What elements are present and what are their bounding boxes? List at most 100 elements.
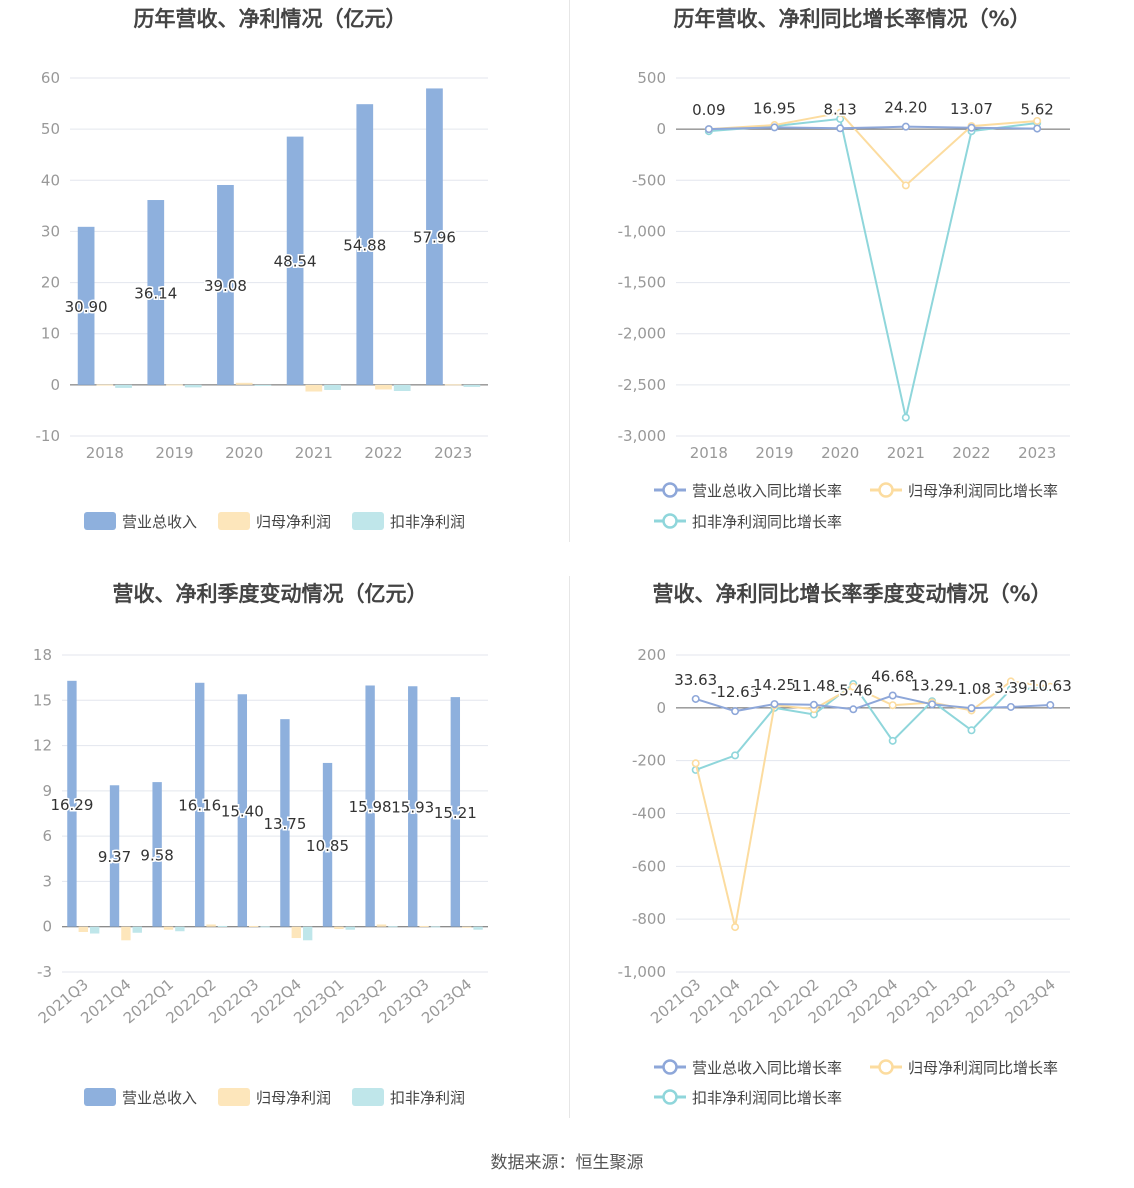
point-net-profit (836, 108, 845, 117)
x-tick-label: 2021 (887, 444, 925, 462)
legend-label-net-profit: 归母净利润同比增长率 (908, 482, 1058, 500)
bar-deducted-profit (388, 926, 398, 928)
legend-swatch-revenue (84, 1088, 116, 1106)
x-tick-label: 2018 (86, 444, 124, 462)
point-deducted-profit (888, 736, 897, 745)
bar-value-label: 15.40 (221, 802, 264, 820)
y-tick-label: -400 (632, 805, 666, 823)
point-net-profit (691, 759, 700, 768)
bar-deducted-profit (89, 926, 100, 934)
bar-value-label: 13.75 (263, 815, 306, 833)
line-value-label: -12.63 (711, 683, 759, 701)
y-tick-label: -1,000 (618, 222, 666, 240)
y-tick-label: -10 (36, 427, 61, 445)
bar-revenue (322, 762, 333, 927)
point-revenue (1033, 124, 1042, 133)
annual-growth-rate-panel: 历年营收、净利同比增长率情况（%） -3,000 -2,500 -2,000 -1,50… (570, 0, 1134, 545)
y-tick-label: 60 (41, 69, 60, 87)
point-net-profit (888, 701, 897, 710)
x-tick-label: 2021 (295, 444, 333, 462)
bar-value-label: 9.58 (140, 846, 173, 864)
y-tick-label: -500 (632, 171, 666, 189)
bar-revenue (217, 184, 234, 385)
point-net-profit (849, 682, 858, 691)
bar-net-profit (96, 384, 114, 386)
line-value-label: 16.95 (753, 99, 796, 117)
bar-deducted-profit (463, 384, 481, 387)
legend-label-revenue: 营业总收入 (122, 513, 197, 531)
x-tick-label: 2019 (755, 444, 793, 462)
bar-revenue (356, 104, 374, 385)
quarterly-line-chart: 营收、净利同比增长率季度变动情况（%） -1,000 -800 -600 -400 -20… (618, 582, 1074, 1107)
y-tick-label: 20 (41, 274, 60, 292)
line-value-label: 24.20 (884, 99, 927, 117)
legend-label-deducted-profit: 扣非净利润同比增长率 (692, 1089, 842, 1107)
annual-bar-chart: 历年营收、净利情况（亿元） -10 0 10 20 30 40 50 60 2018 2019 202… (36, 7, 488, 531)
y-tick-label: 6 (42, 827, 52, 845)
y-tick-label: 200 (637, 646, 666, 664)
quarterly-growth-rate-panel: 营收、净利同比增长率季度变动情况（%） -1,000 -800 -600 -400 -20… (570, 575, 1134, 1120)
bar-deducted-profit (430, 926, 441, 928)
y-tick-label: 50 (41, 120, 60, 138)
legend-marker-revenue (662, 1059, 678, 1075)
bar-revenue (426, 88, 443, 385)
bar-net-profit (305, 384, 323, 392)
line-deducted-profit (708, 117, 1038, 418)
line-net-profit (708, 111, 1038, 187)
legend-swatch-net-profit (218, 512, 250, 530)
legend-label-net-profit: 归母净利润 (256, 513, 331, 531)
bar-value-label: 15.98 (349, 798, 392, 816)
legend-label-deducted-profit: 扣非净利润 (390, 513, 465, 531)
bar-revenue (286, 136, 304, 385)
bar-net-profit (78, 926, 88, 932)
y-tick-label: 12 (33, 737, 52, 755)
bar-net-profit (419, 925, 429, 927)
chart-title: 历年营收、净利同比增长率情况（%） (673, 7, 1030, 31)
line-value-label: 3.39 (994, 679, 1027, 697)
y-tick-label: 500 (637, 69, 666, 87)
line-value-label: 33.63 (674, 671, 717, 689)
point-net-profit (731, 923, 740, 932)
bar-deducted-profit (254, 384, 272, 386)
legend-swatch-deducted-profit (352, 1088, 384, 1106)
line-value-label: -5.46 (834, 681, 873, 699)
line-value-label: 46.68 (871, 668, 914, 686)
bar-deducted-profit (324, 384, 341, 390)
x-tick-label: 2022 (952, 444, 990, 462)
y-tick-label: -2,000 (618, 325, 666, 343)
vertical-divider-top (569, 0, 570, 542)
chart-title: 营收、净利同比增长率季度变动情况（%） (652, 582, 1051, 606)
y-tick-label: 40 (41, 171, 60, 189)
bar-revenue (280, 719, 290, 927)
bar-revenue (109, 785, 120, 927)
bar-revenue (450, 697, 461, 927)
bar-value-label: 15.21 (434, 804, 477, 822)
point-revenue (888, 691, 897, 700)
y-tick-label: -1,500 (618, 274, 666, 292)
bar-value-label: 15.93 (391, 798, 434, 816)
chart-title: 历年营收、净利情况（亿元） (134, 7, 407, 31)
point-deducted-profit (967, 726, 976, 735)
point-revenue (836, 124, 845, 133)
y-tick-label: 9 (42, 782, 52, 800)
bar-net-profit (163, 926, 174, 930)
chart-title: 营收、净利季度变动情况（亿元） (113, 582, 428, 606)
bar-value-label: 54.88 (343, 237, 386, 255)
legend-label-revenue: 营业总收入同比增长率 (692, 1059, 842, 1077)
line-value-label: 0.09 (692, 101, 725, 119)
y-tick-label: 30 (41, 222, 60, 240)
line-value-label: 14.25 (753, 676, 796, 694)
point-revenue (928, 700, 937, 709)
x-tick-label: 2023 (434, 444, 472, 462)
y-tick-label: 0 (656, 699, 666, 717)
y-tick-label: -2,500 (618, 376, 666, 394)
bar-net-profit (334, 926, 344, 929)
bar-net-profit (376, 924, 387, 927)
x-tick-label: 2018 (690, 444, 728, 462)
quarterly-revenue-profit-panel: 营收、净利季度变动情况（亿元） -3 0 3 6 9 12 15 18 2021Q3 2021Q4 2… (0, 575, 568, 1120)
data-source-footer: 数据来源：恒生聚源 (490, 1153, 644, 1173)
bar-value-label: 9.37 (98, 848, 131, 866)
annual-line-chart: 历年营收、净利同比增长率情况（%） -3,000 -2,500 -2,000 -1,50… (618, 7, 1070, 531)
y-tick-label: 18 (33, 646, 52, 664)
bar-net-profit (462, 926, 472, 928)
